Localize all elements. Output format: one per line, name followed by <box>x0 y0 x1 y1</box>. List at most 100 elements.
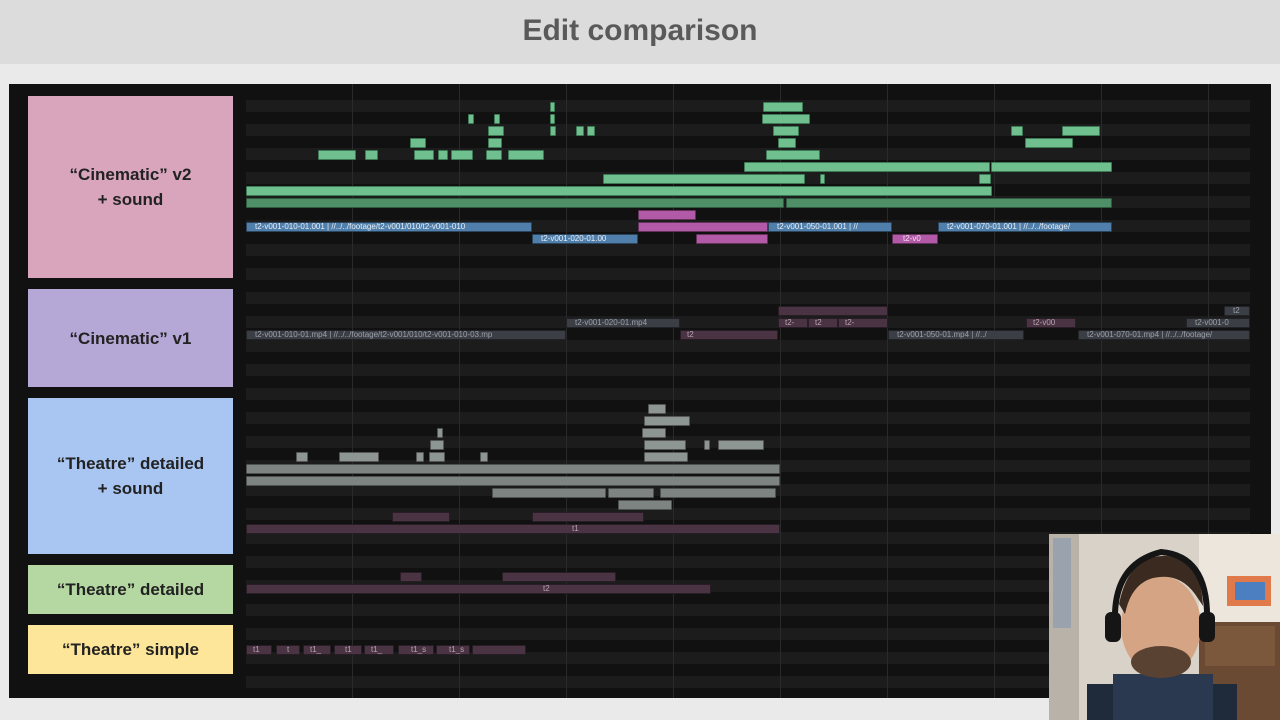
audio-clip[interactable] <box>762 114 810 124</box>
audio-clip[interactable] <box>492 488 606 498</box>
video-clip[interactable]: t1_s <box>398 645 434 655</box>
track-lane <box>246 556 1250 568</box>
audio-clip[interactable] <box>468 114 474 124</box>
row-label-cinematic-v2-sound: “Cinematic” v2 + sound <box>28 96 233 278</box>
video-clip[interactable]: t2-v001-010-01.mp4 | //../../footage/t2-… <box>246 330 566 340</box>
video-clip[interactable]: t2-v001-050-01.001 | // <box>768 222 892 232</box>
audio-clip[interactable] <box>550 126 556 136</box>
video-clip[interactable]: t <box>276 645 300 655</box>
audio-clip[interactable] <box>644 440 686 450</box>
video-clip[interactable] <box>472 645 526 655</box>
audio-clip[interactable] <box>820 174 825 184</box>
row-label-cinematic-v1: “Cinematic” v1 <box>28 289 233 387</box>
video-clip[interactable]: t2- <box>838 318 888 328</box>
audio-clip[interactable] <box>608 488 654 498</box>
video-clip[interactable] <box>532 512 644 522</box>
audio-clip[interactable] <box>339 452 379 462</box>
video-clip[interactable]: t2 <box>1224 306 1250 316</box>
video-clip[interactable] <box>696 234 768 244</box>
audio-clip[interactable] <box>1011 126 1023 136</box>
timeline-gridline <box>1101 84 1102 698</box>
audio-clip[interactable] <box>550 102 555 112</box>
timeline-area[interactable]: t2-v0 t2-v001-010-01.001 | //../../foota… <box>246 84 1250 698</box>
audio-clip[interactable] <box>246 186 992 196</box>
audio-clip[interactable] <box>488 126 504 136</box>
video-clip[interactable] <box>638 210 696 220</box>
audio-clip[interactable] <box>451 150 473 160</box>
audio-clip[interactable] <box>778 138 796 148</box>
audio-clip[interactable] <box>414 150 434 160</box>
audio-clip[interactable] <box>430 440 444 450</box>
video-clip[interactable]: t1_ <box>364 645 394 655</box>
video-clip[interactable]: t2-v0 <box>892 234 938 244</box>
video-clip[interactable]: t1 <box>334 645 362 655</box>
timeline-gridline <box>673 84 674 698</box>
audio-clip[interactable] <box>438 150 448 160</box>
timeline-gridline <box>566 84 567 698</box>
audio-clip[interactable] <box>603 174 805 184</box>
audio-clip[interactable] <box>494 114 500 124</box>
audio-clip[interactable] <box>437 428 443 438</box>
audio-clip[interactable] <box>642 428 666 438</box>
audio-clip[interactable] <box>1025 138 1073 148</box>
video-clip[interactable]: t1_s <box>436 645 470 655</box>
video-clip[interactable] <box>638 222 768 232</box>
audio-clip[interactable] <box>508 150 544 160</box>
audio-clip[interactable] <box>766 150 820 160</box>
audio-clip[interactable] <box>488 138 502 148</box>
audio-clip[interactable] <box>480 452 488 462</box>
video-clip[interactable]: t2- <box>778 318 808 328</box>
timeline-gridline <box>459 84 460 698</box>
video-clip[interactable]: t1 <box>246 524 780 534</box>
audio-clip[interactable] <box>246 198 784 208</box>
audio-clip[interactable] <box>618 500 672 510</box>
row-label-theatre-detailed-sound: “Theatre” detailed + sound <box>28 398 233 554</box>
video-clip[interactable]: t2 <box>680 330 778 340</box>
video-clip[interactable]: t2 <box>808 318 838 328</box>
video-clip[interactable]: t2-v001-070-01.001 | //../../footage/ <box>938 222 1112 232</box>
video-clip[interactable]: t1_ <box>303 645 331 655</box>
audio-clip[interactable] <box>486 150 502 160</box>
audio-clip[interactable] <box>429 452 445 462</box>
audio-clip[interactable] <box>744 162 990 172</box>
video-clip[interactable]: t2-v001-0 <box>1186 318 1250 328</box>
audio-clip[interactable] <box>576 126 584 136</box>
video-clip[interactable]: t2 <box>246 584 711 594</box>
audio-clip[interactable] <box>246 464 780 474</box>
audio-clip[interactable] <box>318 150 356 160</box>
audio-clip[interactable] <box>410 138 426 148</box>
video-clip[interactable]: t2-v001-010-01.001 | //../../footage/t2-… <box>246 222 532 232</box>
video-clip[interactable] <box>392 512 450 522</box>
video-clip[interactable]: t2-v001-020-01.mp4 <box>566 318 680 328</box>
audio-clip[interactable] <box>416 452 424 462</box>
audio-clip[interactable] <box>786 198 1112 208</box>
audio-clip[interactable] <box>365 150 378 160</box>
audio-clip[interactable] <box>704 440 710 450</box>
audio-clip[interactable] <box>718 440 764 450</box>
audio-clip[interactable] <box>763 102 803 112</box>
audio-clip[interactable] <box>587 126 595 136</box>
video-clip[interactable] <box>400 572 422 582</box>
track-lane <box>246 364 1250 376</box>
track-lane <box>246 676 1250 688</box>
audio-clip[interactable] <box>979 174 991 184</box>
audio-clip[interactable] <box>296 452 308 462</box>
video-clip[interactable]: t2-v001-020-01.00 <box>532 234 638 244</box>
audio-clip[interactable] <box>660 488 776 498</box>
audio-clip[interactable] <box>648 404 666 414</box>
video-clip[interactable]: t2-v001-070-01.mp4 | //../../footage/ <box>1078 330 1250 340</box>
audio-clip[interactable] <box>246 476 780 486</box>
audio-clip[interactable] <box>773 126 799 136</box>
video-clip[interactable] <box>778 306 888 316</box>
video-clip[interactable]: t2-v00 <box>1026 318 1076 328</box>
timeline-gridline <box>994 84 995 698</box>
audio-clip[interactable] <box>644 452 688 462</box>
video-clip[interactable] <box>502 572 616 582</box>
track-lane <box>246 340 1250 352</box>
video-clip[interactable]: t1 <box>246 645 272 655</box>
audio-clip[interactable] <box>550 114 555 124</box>
audio-clip[interactable] <box>644 416 690 426</box>
audio-clip[interactable] <box>1062 126 1100 136</box>
video-clip[interactable]: t2-v001-050-01.mp4 | //../ <box>888 330 1024 340</box>
audio-clip[interactable] <box>991 162 1112 172</box>
